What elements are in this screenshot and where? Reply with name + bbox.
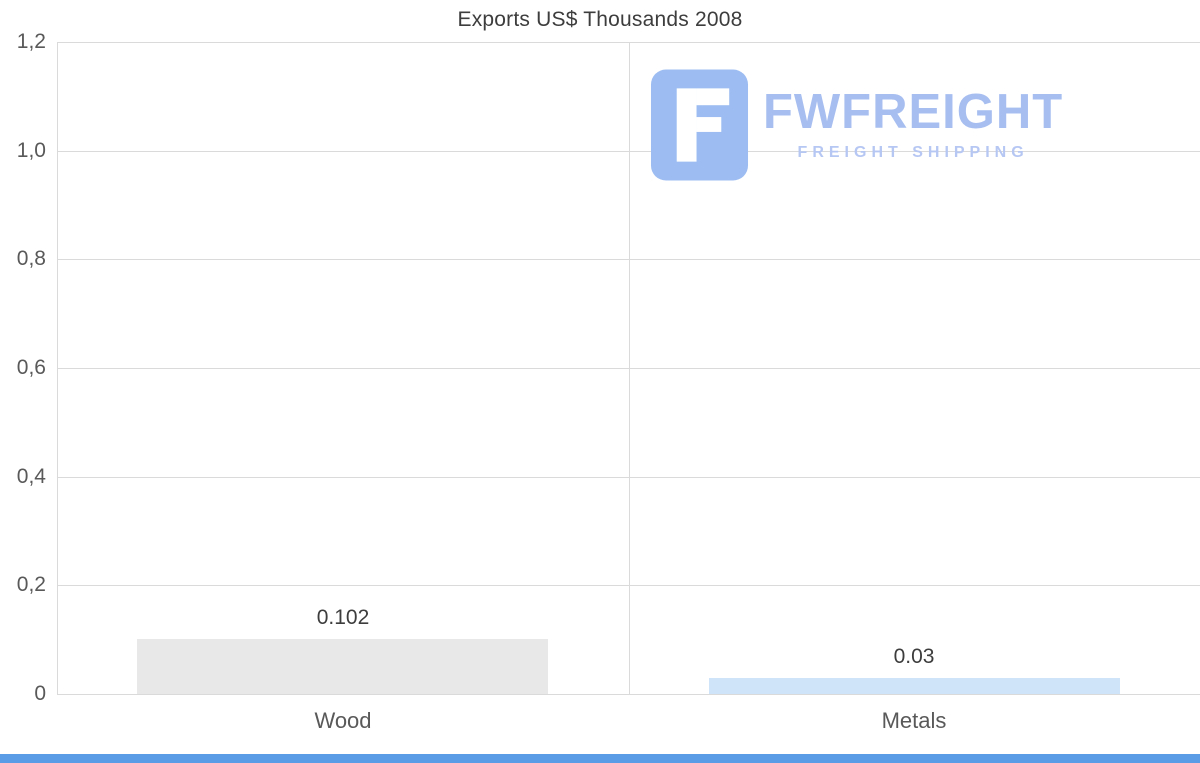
y-axis-line [57, 42, 58, 694]
gridline-horizontal [57, 42, 1200, 43]
gridline-vertical [629, 42, 630, 694]
gridline-horizontal [57, 259, 1200, 260]
bar-value-label: 0.03 [893, 645, 935, 668]
y-axis-tick-label: 0,2 [16, 573, 46, 596]
y-axis-tick-label: 1,0 [16, 139, 46, 162]
bar-wood[interactable] [137, 639, 548, 694]
gridline-horizontal [57, 368, 1200, 369]
gridline-horizontal [57, 151, 1200, 152]
y-axis-tick-label: 0 [34, 682, 46, 705]
gridline-horizontal [57, 694, 1200, 695]
bar-metals[interactable] [709, 678, 1120, 694]
y-axis-tick-label: 0,6 [16, 356, 46, 379]
gridline-horizontal [57, 477, 1200, 478]
y-axis-tick-label: 0,4 [16, 465, 46, 488]
y-axis-tick-label: 1,2 [16, 30, 46, 53]
gridline-horizontal [57, 585, 1200, 586]
x-axis-category-label: Wood [314, 708, 372, 733]
y-axis-tick-label: 0,8 [16, 247, 46, 270]
bar-value-label: 0.102 [316, 606, 370, 629]
bottom-accent-bar [0, 754, 1200, 763]
chart-title: Exports US$ Thousands 2008 [457, 8, 743, 31]
x-axis-category-label: Metals [881, 708, 947, 733]
